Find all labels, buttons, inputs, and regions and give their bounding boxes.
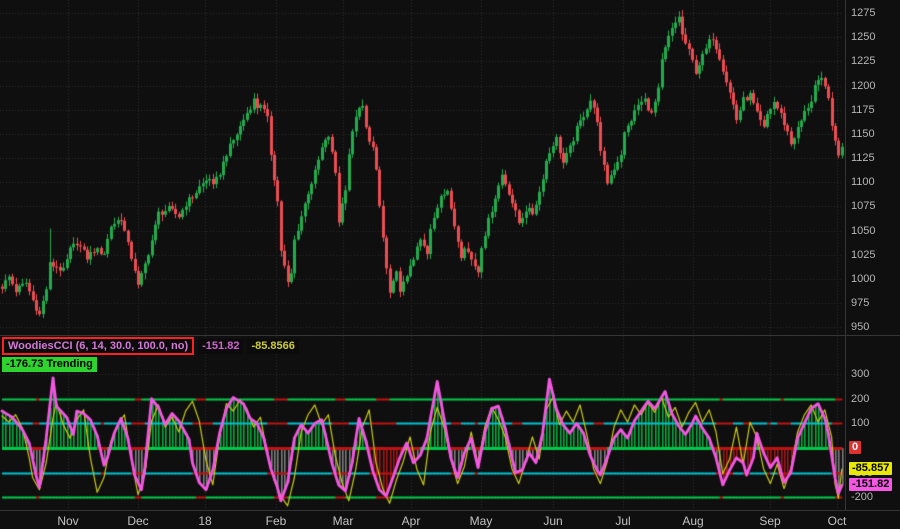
time-axis-label[interactable]: Jul [615,514,631,528]
indicator-axis-label: -200 [851,491,874,504]
axis-divider [845,0,846,510]
indicator-chart-canvas[interactable] [0,336,846,510]
indicator-axis-label: 100 [851,417,870,430]
indicator-axis-label: 300 [851,368,870,381]
indicator-value-tcci: -85.8566 [247,338,299,354]
indicator-header[interactable]: WoodiesCCI (6, 14, 30.0, 100.0, no) -151… [2,337,299,355]
time-axis-label[interactable]: Apr [401,514,421,528]
indicator-value-cci: -151.82 [198,338,244,354]
indicator-title[interactable]: WoodiesCCI (6, 14, 30.0, 100.0, no) [2,337,195,355]
time-axis-label[interactable]: Feb [265,514,287,528]
price-axis-label: 1150 [851,127,875,140]
panel-separator[interactable] [0,335,900,336]
price-axis-label: 1200 [851,79,876,92]
price-axis-label: 1025 [851,248,876,261]
time-axis-label[interactable]: Oct [827,514,847,528]
price-axis-label: 1275 [851,7,876,20]
price-axis[interactable]: 1275 1250 1225 1200 1175 1150 1125 1100 1075 1050… [846,0,900,336]
price-axis-label: 975 [851,297,870,310]
time-axis-label[interactable]: Mar [332,514,354,528]
price-axis-label: 1075 [851,200,876,213]
time-axis-label[interactable]: Aug [682,514,704,528]
time-axis-label[interactable]: May [469,514,493,528]
time-axis-label[interactable]: Sep [759,514,781,528]
time-axis-separator [0,510,900,511]
price-chart-canvas[interactable] [0,0,846,336]
time-axis-label[interactable]: Nov [57,514,79,528]
price-axis-label: 1250 [851,31,876,44]
price-axis-label: 1000 [851,272,876,285]
time-axis-label[interactable]: 18 [198,514,212,528]
indicator-value-badge: -151.82 [849,478,893,492]
time-axis[interactable]: Nov Dec 18 Feb Mar Apr May Jun Jul Aug Sep Oct [0,511,900,529]
time-axis-label[interactable]: Jun [543,514,563,528]
time-axis-label[interactable]: Dec [127,514,149,528]
trending-status-badge: -176.73 Trending [2,357,97,372]
price-axis-label: 1100 [851,176,875,189]
price-axis-label: 1175 [851,103,875,116]
indicator-value-badge: 0 [849,440,862,454]
price-axis-label: 1225 [851,55,876,68]
price-axis-label: 1050 [851,224,876,237]
indicator-axis-label: 200 [851,392,870,405]
price-axis-label: 1125 [851,152,875,165]
indicator-value-badge: -85.857 [849,462,893,476]
price-axis-label: 950 [851,321,870,334]
